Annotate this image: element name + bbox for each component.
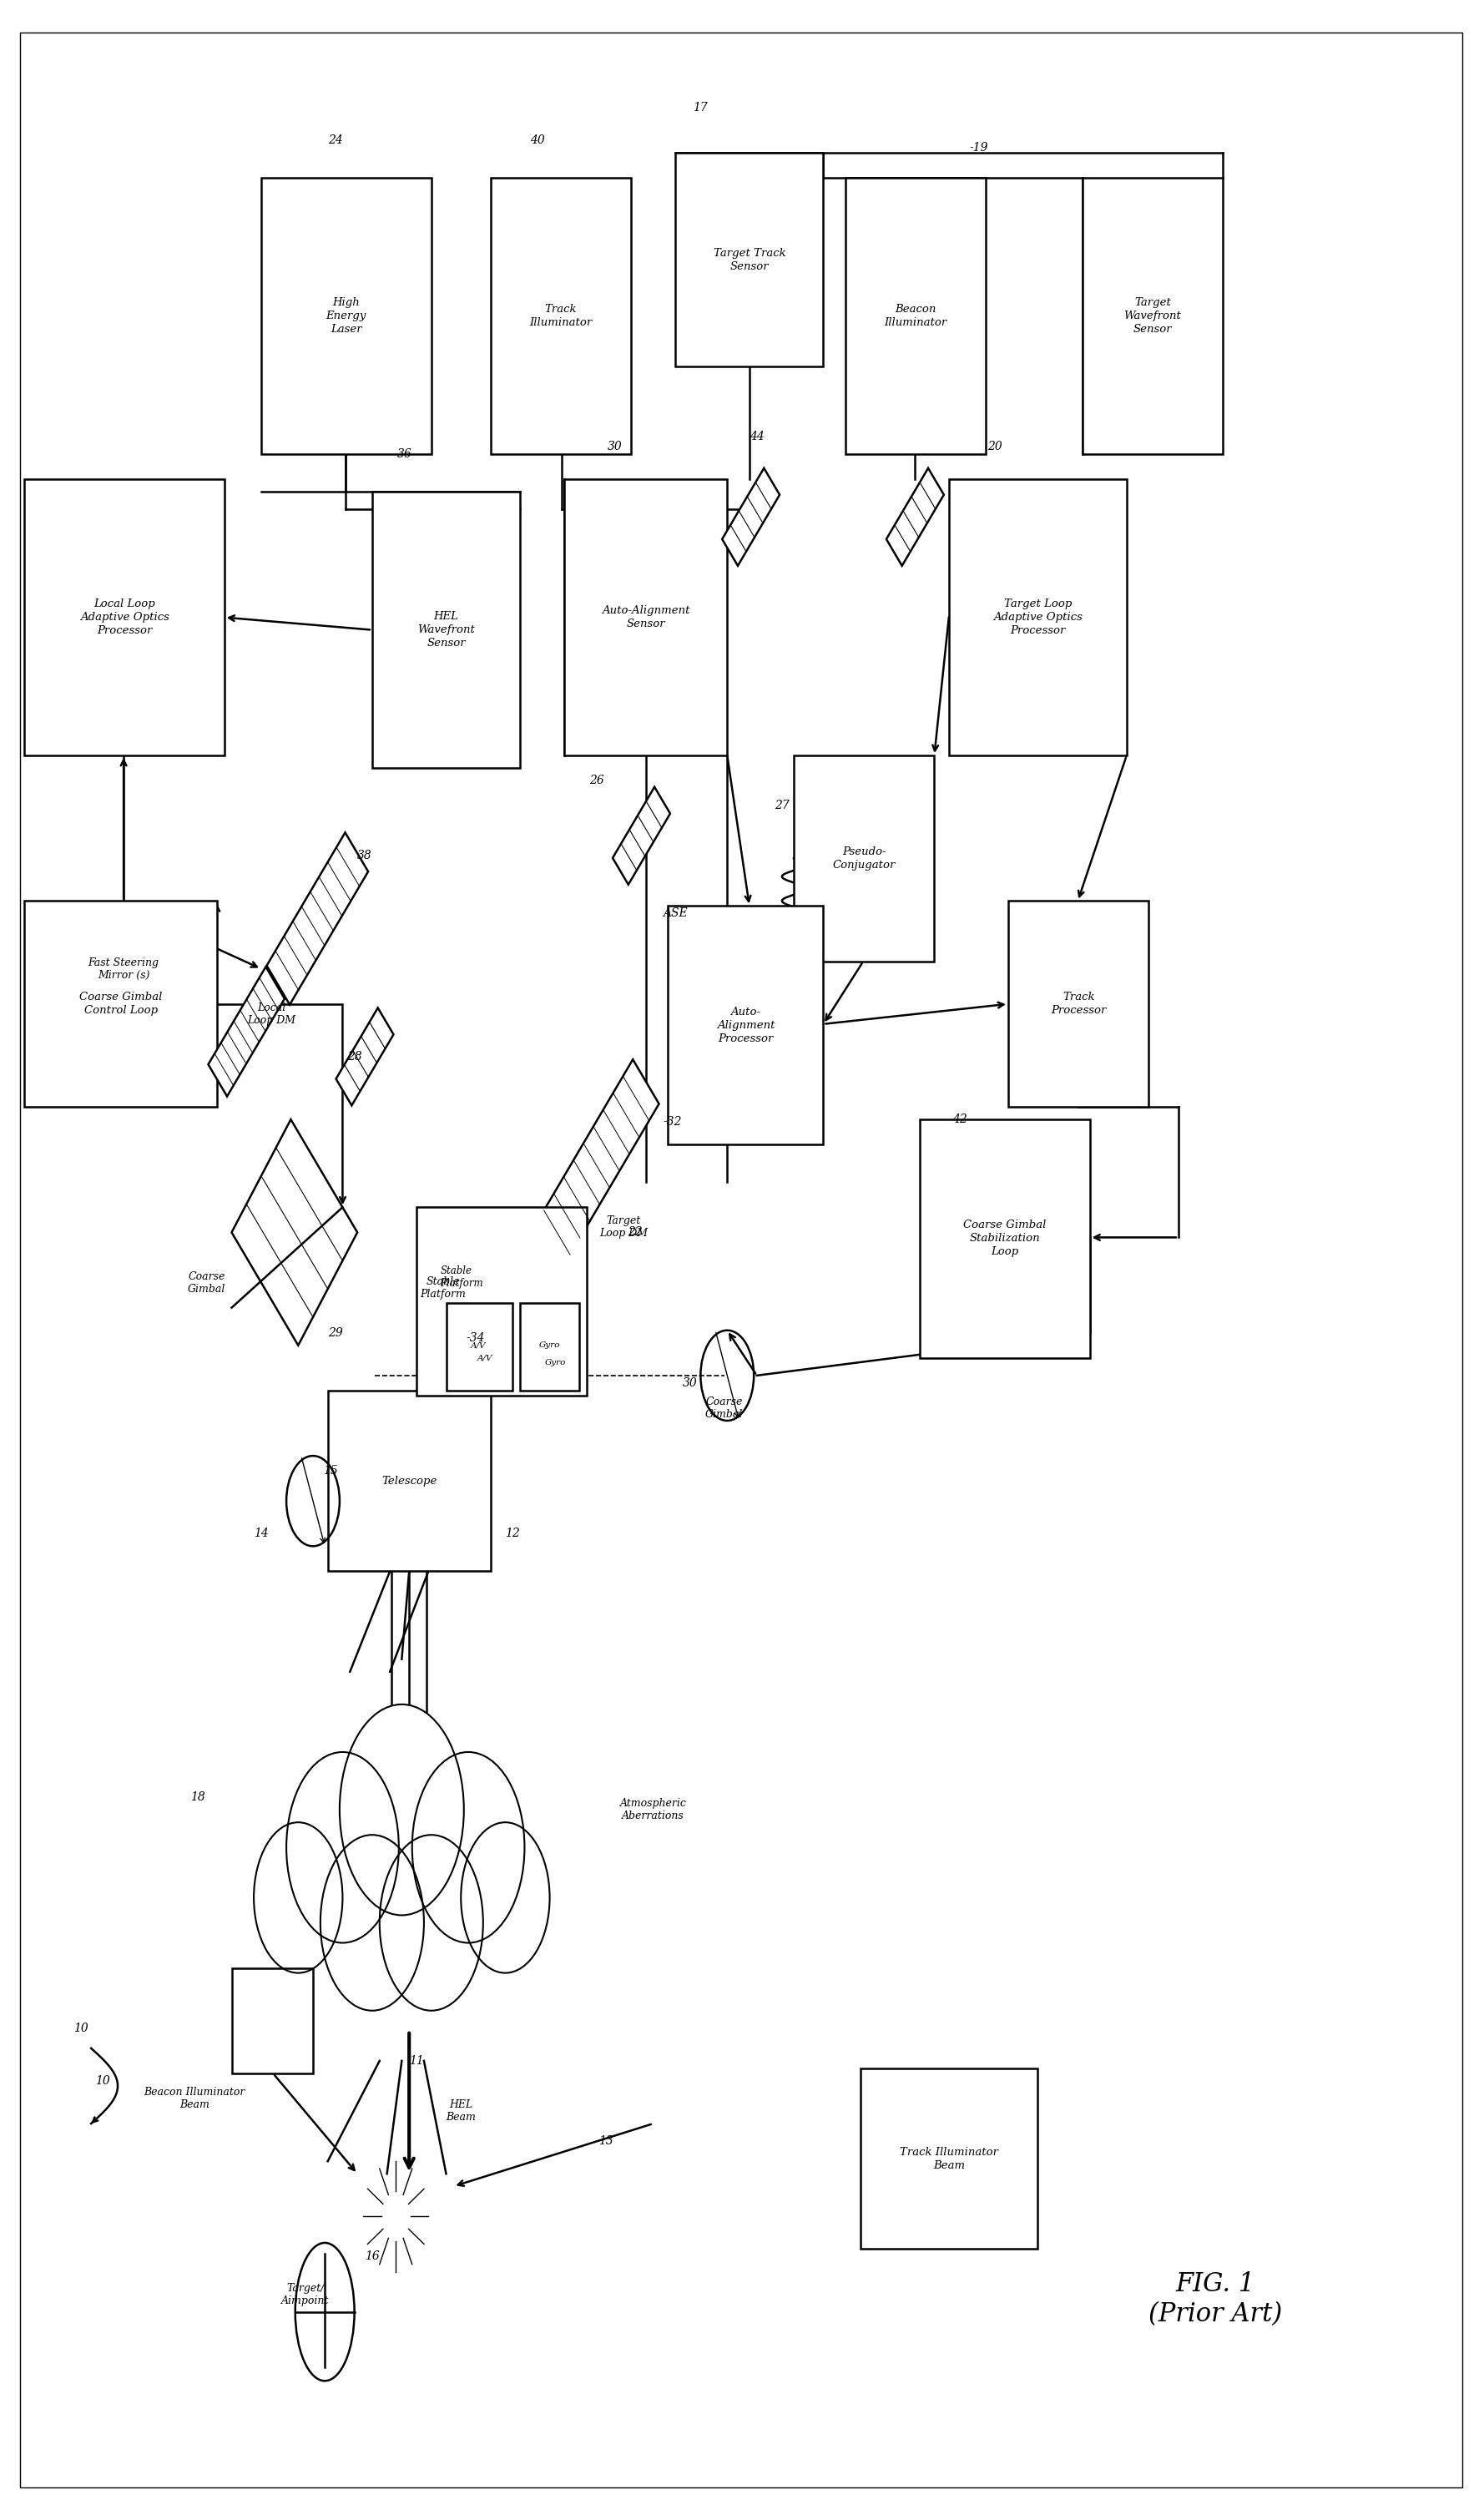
Text: Local
Loop DM: Local Loop DM xyxy=(248,1003,295,1026)
Circle shape xyxy=(321,1836,424,2009)
Text: 24: 24 xyxy=(328,133,343,146)
Bar xyxy=(1082,179,1223,455)
Text: Target Loop
Adaptive Optics
Processor: Target Loop Adaptive Optics Processor xyxy=(993,599,1082,636)
Polygon shape xyxy=(613,787,671,885)
Text: 44: 44 xyxy=(749,430,764,443)
Text: Stable
Platform: Stable Platform xyxy=(441,1265,484,1288)
Circle shape xyxy=(413,1753,524,1942)
Text: HEL
Beam: HEL Beam xyxy=(447,2100,476,2123)
Text: Coarse
Gimbal: Coarse Gimbal xyxy=(705,1396,743,1421)
Text: 16: 16 xyxy=(365,2251,380,2264)
Bar xyxy=(1008,900,1149,1107)
Text: 13: 13 xyxy=(598,2135,613,2148)
Bar xyxy=(668,905,824,1144)
Text: Target Track
Sensor: Target Track Sensor xyxy=(714,246,785,272)
Bar xyxy=(861,2067,1037,2248)
Text: Beacon
Illuminator: Beacon Illuminator xyxy=(884,304,947,329)
Bar xyxy=(328,1391,491,1572)
Text: High
Energy
Laser: High Energy Laser xyxy=(326,297,367,334)
Text: 10: 10 xyxy=(73,2022,88,2035)
Text: 17: 17 xyxy=(693,103,708,113)
Polygon shape xyxy=(335,1009,393,1107)
Text: 10: 10 xyxy=(95,2075,110,2087)
Text: Gyro: Gyro xyxy=(545,1358,567,1366)
Text: 40: 40 xyxy=(530,133,545,146)
Text: Auto-
Alignment
Processor: Auto- Alignment Processor xyxy=(717,1006,775,1044)
Text: 36: 36 xyxy=(398,448,413,460)
Text: 14: 14 xyxy=(254,1527,269,1539)
Text: 29: 29 xyxy=(328,1328,343,1338)
Bar xyxy=(564,480,727,754)
Bar xyxy=(794,754,935,961)
Bar xyxy=(675,153,824,367)
Polygon shape xyxy=(545,1059,659,1255)
Polygon shape xyxy=(723,468,779,566)
Text: Track
Illuminator: Track Illuminator xyxy=(530,304,592,329)
Text: 26: 26 xyxy=(589,775,604,787)
Text: 30: 30 xyxy=(683,1378,697,1388)
Bar xyxy=(372,493,519,767)
Text: -32: -32 xyxy=(663,1117,681,1127)
Text: A/V: A/V xyxy=(476,1353,493,1361)
Text: A/V: A/V xyxy=(470,1340,487,1348)
Text: Fast Steering
Mirror (s): Fast Steering Mirror (s) xyxy=(88,958,159,981)
Text: 15: 15 xyxy=(324,1466,338,1476)
Text: Beacon Illuminator
Beam: Beacon Illuminator Beam xyxy=(144,2087,245,2110)
Text: Track Illuminator
Beam: Track Illuminator Beam xyxy=(899,2148,999,2170)
Bar xyxy=(25,900,217,1107)
Text: Target
Wavefront
Sensor: Target Wavefront Sensor xyxy=(1123,297,1181,334)
Text: FIG. 1
(Prior Art): FIG. 1 (Prior Art) xyxy=(1149,2271,1282,2326)
Bar xyxy=(447,1303,512,1391)
Polygon shape xyxy=(886,468,944,566)
Bar xyxy=(25,480,224,754)
Text: -19: -19 xyxy=(969,141,988,153)
Text: Target
Loop DM: Target Loop DM xyxy=(600,1215,649,1240)
Text: Coarse Gimbal
Control Loop: Coarse Gimbal Control Loop xyxy=(79,991,162,1016)
Text: Gyro: Gyro xyxy=(539,1340,561,1348)
Polygon shape xyxy=(208,966,285,1097)
Text: 42: 42 xyxy=(953,1114,968,1124)
Text: Atmospheric
Aberrations: Atmospheric Aberrations xyxy=(620,1798,687,1821)
Bar xyxy=(846,179,985,455)
Text: 28: 28 xyxy=(347,1051,362,1061)
Circle shape xyxy=(462,1823,549,1972)
Bar xyxy=(232,1967,313,2072)
Circle shape xyxy=(340,1705,464,1916)
Text: Local Loop
Adaptive Optics
Processor: Local Loop Adaptive Optics Processor xyxy=(80,599,169,636)
Text: Coarse
Gimbal: Coarse Gimbal xyxy=(187,1270,226,1295)
Text: 18: 18 xyxy=(190,1791,205,1803)
Bar xyxy=(261,179,432,455)
Text: Auto-Alignment
Sensor: Auto-Alignment Sensor xyxy=(603,606,690,629)
Text: HEL
Wavefront
Sensor: HEL Wavefront Sensor xyxy=(417,611,475,649)
Bar xyxy=(950,480,1126,754)
Text: 38: 38 xyxy=(358,850,372,863)
Text: Telescope: Telescope xyxy=(381,1476,436,1486)
Text: 30: 30 xyxy=(607,440,622,453)
Text: 20: 20 xyxy=(987,440,1002,453)
Text: Track
Processor: Track Processor xyxy=(1051,991,1106,1016)
Bar xyxy=(920,1119,1089,1358)
Text: Coarse Gimbal
Stabilization
Loop: Coarse Gimbal Stabilization Loop xyxy=(963,1220,1046,1258)
Bar xyxy=(519,1303,579,1391)
Text: Stable
Platform: Stable Platform xyxy=(420,1275,466,1300)
Bar xyxy=(491,179,631,455)
Text: 11: 11 xyxy=(410,2055,424,2067)
Text: 12: 12 xyxy=(505,1527,519,1539)
Text: -34: -34 xyxy=(466,1333,485,1343)
Circle shape xyxy=(380,1836,484,2009)
Text: ASE: ASE xyxy=(663,908,687,920)
Text: 27: 27 xyxy=(775,800,789,812)
Text: Pseudo-
Conjugator: Pseudo- Conjugator xyxy=(833,845,895,870)
Circle shape xyxy=(254,1823,343,1972)
Circle shape xyxy=(286,1753,399,1942)
Text: 22: 22 xyxy=(628,1227,643,1237)
Text: Target/
Aimpoint: Target/ Aimpoint xyxy=(282,2284,329,2306)
Bar xyxy=(417,1207,586,1396)
Polygon shape xyxy=(267,832,368,1003)
